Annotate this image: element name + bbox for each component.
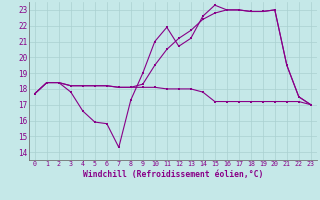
X-axis label: Windchill (Refroidissement éolien,°C): Windchill (Refroidissement éolien,°C) — [83, 170, 263, 179]
